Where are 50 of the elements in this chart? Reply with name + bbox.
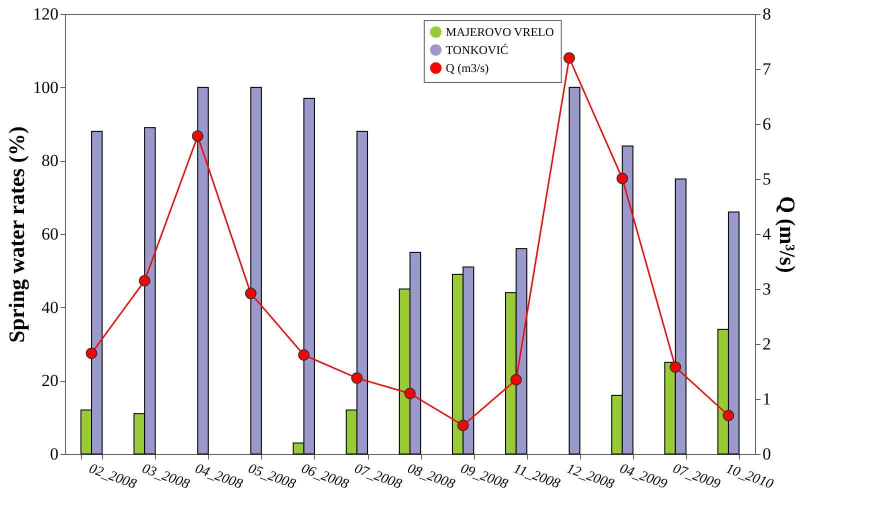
- x-tick-label: 02_2008: [86, 462, 138, 492]
- y2-tick-label: 6: [762, 114, 771, 134]
- point: [245, 288, 257, 300]
- y2-tick-label: 1: [762, 390, 771, 408]
- y2-tick-label: 2: [762, 334, 771, 354]
- x-tick-label: 10_2010: [724, 462, 776, 492]
- x-tick-label: 12_2008: [564, 462, 616, 492]
- point: [563, 52, 575, 64]
- y-tick-label: 0: [50, 444, 58, 464]
- point: [457, 420, 469, 432]
- point: [86, 348, 98, 360]
- bar: [250, 86, 262, 454]
- point: [670, 361, 682, 373]
- y-tick-label: 120: [33, 4, 58, 24]
- x-tick-label: 04_2009: [618, 462, 669, 492]
- bar: [568, 86, 580, 454]
- legend-label: TONKOVIĆ: [446, 43, 508, 57]
- point: [138, 275, 150, 286]
- y2-tick-label: 4: [762, 224, 772, 244]
- point: [510, 374, 522, 386]
- x-tick-label: 04_2008: [193, 462, 244, 492]
- legend-label: Q (m3/s): [446, 61, 489, 75]
- y-tick-label: 100: [33, 78, 58, 97]
- y-tick-label: 20: [42, 371, 58, 390]
- y2-axis-title: Q (m³/s): [775, 196, 800, 273]
- point: [404, 388, 416, 400]
- point: [351, 372, 363, 384]
- y-tick-label: 60: [42, 224, 58, 244]
- x-tick-label: 08_2008: [405, 462, 457, 492]
- point: [192, 130, 204, 142]
- x-tick-label: 06_2008: [299, 462, 350, 492]
- y2-tick-label: 3: [762, 280, 771, 298]
- y-axis-title: Spring water rates (%): [4, 126, 29, 343]
- x-tick-label: 07_2008: [352, 462, 404, 492]
- y2-tick-label: 7: [762, 60, 772, 78]
- x-tick-label: 07_2009: [670, 462, 722, 492]
- y2-tick-label: 8: [762, 4, 771, 24]
- y-tick-label: 80: [42, 151, 58, 170]
- point: [298, 349, 310, 361]
- bar: [197, 86, 209, 454]
- y2-tick-label: 0: [762, 444, 771, 464]
- y2-tick-label: 5: [762, 170, 771, 188]
- y-tick-label: 40: [42, 298, 58, 317]
- point: [722, 410, 734, 422]
- x-tick-label: 09_2008: [458, 462, 510, 492]
- x-tick-label: 05_2008: [246, 462, 298, 492]
- x-tick-label: 03_2008: [140, 462, 192, 492]
- point: [616, 172, 628, 184]
- x-tick-label: 11_2008: [512, 462, 562, 492]
- legend-label: MAJEROVO VRELO: [446, 25, 554, 39]
